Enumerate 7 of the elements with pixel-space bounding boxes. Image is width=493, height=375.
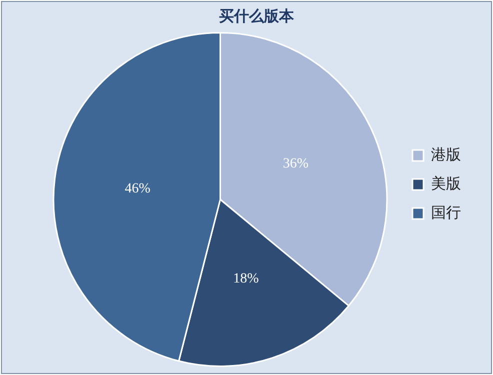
legend-label: 国行 [431, 204, 461, 222]
data-label: 36% [282, 156, 309, 172]
legend-label: 美版 [431, 176, 461, 193]
data-label: 18% [233, 271, 260, 286]
data-label: 46% [124, 182, 151, 197]
legend-label: 港版 [431, 146, 461, 164]
chart-title: 买什么版本 [219, 8, 295, 26]
